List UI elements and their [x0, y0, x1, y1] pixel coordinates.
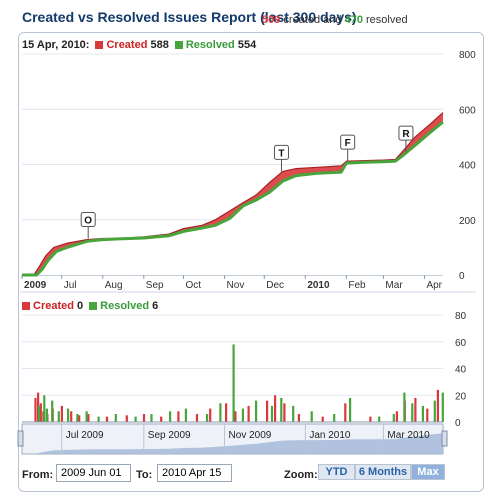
bottom-legend-created-value: 0 [77, 300, 84, 312]
legend-resolved-label: Resolved [185, 39, 235, 51]
to-label: To: [136, 469, 153, 481]
summary-resolved-word: resolved [366, 14, 408, 26]
legend-created-label: Created [106, 39, 148, 51]
legend-created-value: 588 [150, 39, 169, 51]
from-label: From: [22, 469, 54, 481]
bottom-legend-resolved-label: Resolved [100, 300, 150, 312]
legend-date: 15 Apr, 2010: [22, 39, 90, 51]
created-swatch [22, 302, 30, 311]
created-swatch [95, 41, 104, 50]
from-date-input[interactable] [56, 464, 131, 482]
bottom-legend-created-label: Created [33, 300, 74, 312]
resolved-swatch [89, 302, 98, 311]
report-summary: 509 created and 470 resolved [262, 14, 408, 26]
report-title: Created vs Resolved Issues Report (last … [22, 9, 357, 25]
chart-panel [18, 32, 484, 492]
legend-resolved-value: 554 [237, 39, 257, 51]
summary-resolved-count: 470 [344, 14, 363, 26]
report-header: Created vs Resolved Issues Report (last … [0, 0, 489, 30]
resolved-swatch [174, 41, 183, 50]
bottom-legend: Created 0 Resolved 6 [22, 297, 158, 315]
bottom-legend-resolved-value: 6 [152, 300, 159, 312]
top-legend: 15 Apr, 2010: Created 588 Resolved 554 [22, 36, 256, 54]
range-selector: From: To: Zoom: YTD 6 Months Max [18, 463, 482, 489]
summary-created-word: created and [283, 14, 342, 26]
zoom-label: Zoom: [284, 469, 318, 481]
summary-created-count: 509 [262, 14, 281, 26]
zoom-max-button[interactable]: Max [411, 464, 445, 480]
to-date-input[interactable] [157, 464, 232, 482]
zoom-ytd-button[interactable]: YTD [318, 464, 355, 480]
zoom-6-months-button[interactable]: 6 Months [355, 464, 411, 480]
